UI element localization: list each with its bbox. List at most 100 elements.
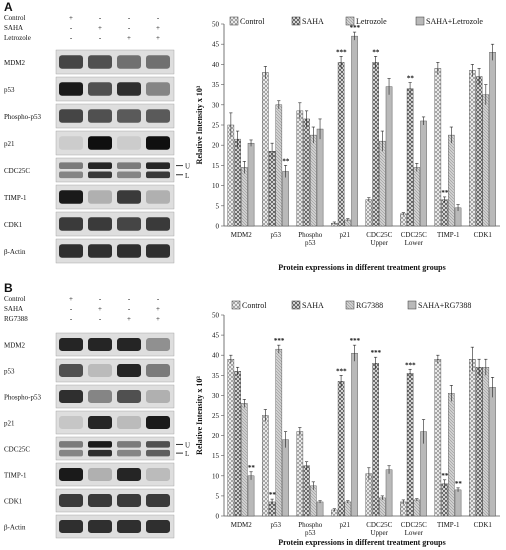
treatment-mark: + <box>156 305 160 313</box>
x-tick-label: CDC25C Lower <box>401 231 427 247</box>
y-tick-label: 45 <box>212 41 220 49</box>
blot-band <box>146 494 170 507</box>
bar <box>227 124 235 227</box>
blot-band <box>117 136 141 150</box>
treatment-mark: - <box>99 315 102 323</box>
y-tick-label: 30 <box>212 392 220 400</box>
significance-marker: ** <box>441 472 449 480</box>
bar <box>310 485 317 517</box>
legend-swatch <box>231 300 241 310</box>
blot-band <box>59 364 83 377</box>
blot-band-upper <box>88 162 112 170</box>
bar <box>241 403 248 517</box>
doublet-marker: U <box>185 163 190 171</box>
bar <box>262 72 269 227</box>
blot-band-lower <box>88 171 112 179</box>
blot-row-label: CDC25C <box>4 167 30 175</box>
blot-band <box>146 244 170 258</box>
blot-band <box>59 338 83 351</box>
treatment-mark: - <box>70 305 73 313</box>
y-tick-label: 30 <box>212 101 220 109</box>
y-tick-label: 40 <box>212 61 220 69</box>
panel-a: A Control + - - - SAHA - + - + Letrozole - - + + MDM2 p5… <box>4 0 500 272</box>
blot-band <box>59 416 83 429</box>
blot-band <box>88 190 112 204</box>
blot-band <box>117 109 141 123</box>
x-tick-label: p53 <box>271 231 282 239</box>
y-tick-label: 5 <box>216 202 220 210</box>
bar <box>406 88 414 227</box>
blot-strip <box>55 462 175 487</box>
panel-label: B <box>4 281 13 295</box>
bar <box>234 138 241 227</box>
panel-b: B Control + - - - SAHA - + - + RG7388 - - + + MDM2 p53 Ph… <box>0 281 506 550</box>
significance-marker: *** <box>336 48 347 56</box>
blot-band-lower <box>59 449 83 457</box>
treatment-mark: - <box>128 305 131 313</box>
significance-marker: ** <box>407 75 415 83</box>
x-tick-label: MDM2 <box>231 521 253 529</box>
y-tick-label: 45 <box>212 332 220 340</box>
blot-band <box>146 55 170 69</box>
bar <box>316 501 324 517</box>
blot-band <box>117 217 141 231</box>
x-axis-label: Protein expressions in different treatme… <box>278 263 445 272</box>
blot-row-label: MDM2 <box>4 342 26 350</box>
blot-strip <box>55 410 175 435</box>
treatment-mark: + <box>98 24 102 32</box>
blot-band-upper <box>146 162 170 170</box>
blot-band <box>88 244 112 258</box>
treatment-label: Control <box>4 295 25 303</box>
blot-band <box>117 468 141 481</box>
treatment-label: RG7388 <box>4 315 28 323</box>
significance-marker: ** <box>455 480 463 488</box>
x-tick-label: p21 <box>340 231 351 239</box>
x-tick-label: p53 <box>271 521 282 529</box>
treatment-mark: + <box>98 305 102 313</box>
blot-row-label: CDC25C <box>4 446 30 454</box>
treatment-label: SAHA <box>4 24 23 32</box>
blot-band <box>88 55 112 69</box>
bar <box>282 439 289 517</box>
bar <box>385 469 393 517</box>
blot-band <box>146 364 170 377</box>
bar-chart-b: 0 5 10 15 20 25 30 35 40 45 50 Relative Intensity x… <box>195 300 500 547</box>
western-blot-b: Control + - - - SAHA - + - + RG7388 - - + + MDM2 p53 Phos… <box>4 295 190 539</box>
blot-band <box>117 244 141 258</box>
y-tick-label: 35 <box>212 81 220 89</box>
blot-band-lower <box>117 171 141 179</box>
blot-band <box>146 109 170 123</box>
legend-label: Control <box>240 17 265 26</box>
legend-swatch <box>229 16 239 26</box>
blot-band-lower <box>117 449 141 457</box>
blot-row-label: Phospho-p53 <box>4 113 41 121</box>
blot-strip <box>55 358 175 383</box>
bar <box>337 62 345 227</box>
blot-band <box>146 520 170 533</box>
bar <box>441 483 448 517</box>
bar <box>275 104 283 227</box>
y-tick-label: 0 <box>216 223 220 231</box>
significance-marker: ** <box>248 464 256 472</box>
bar <box>448 393 455 517</box>
treatment-mark: - <box>70 24 73 32</box>
blot-band <box>117 390 141 403</box>
x-tick-label: Phospho p53 <box>298 231 323 247</box>
treatment-mark: - <box>157 14 160 22</box>
y-axis-label: Relative Intensity x 10³ <box>195 376 204 455</box>
treatment-mark: - <box>99 295 102 303</box>
legend-swatch <box>345 16 355 26</box>
bar <box>441 199 448 227</box>
legend-label: RG7388 <box>356 301 383 310</box>
blot-band <box>59 136 83 150</box>
treatment-mark: + <box>156 315 160 323</box>
treatment-mark: - <box>70 315 73 323</box>
x-axis-label: Protein expressions in different treatme… <box>278 538 445 547</box>
blot-band <box>146 390 170 403</box>
bar-chart-a: 0 5 10 15 20 25 30 35 40 45 50 Relative Intensity x… <box>195 16 500 272</box>
x-tick-label: TIMP-1 <box>437 231 460 239</box>
bar <box>247 142 255 227</box>
blot-band <box>146 338 170 351</box>
bar <box>385 86 393 227</box>
doublet-marker: L <box>185 450 189 458</box>
